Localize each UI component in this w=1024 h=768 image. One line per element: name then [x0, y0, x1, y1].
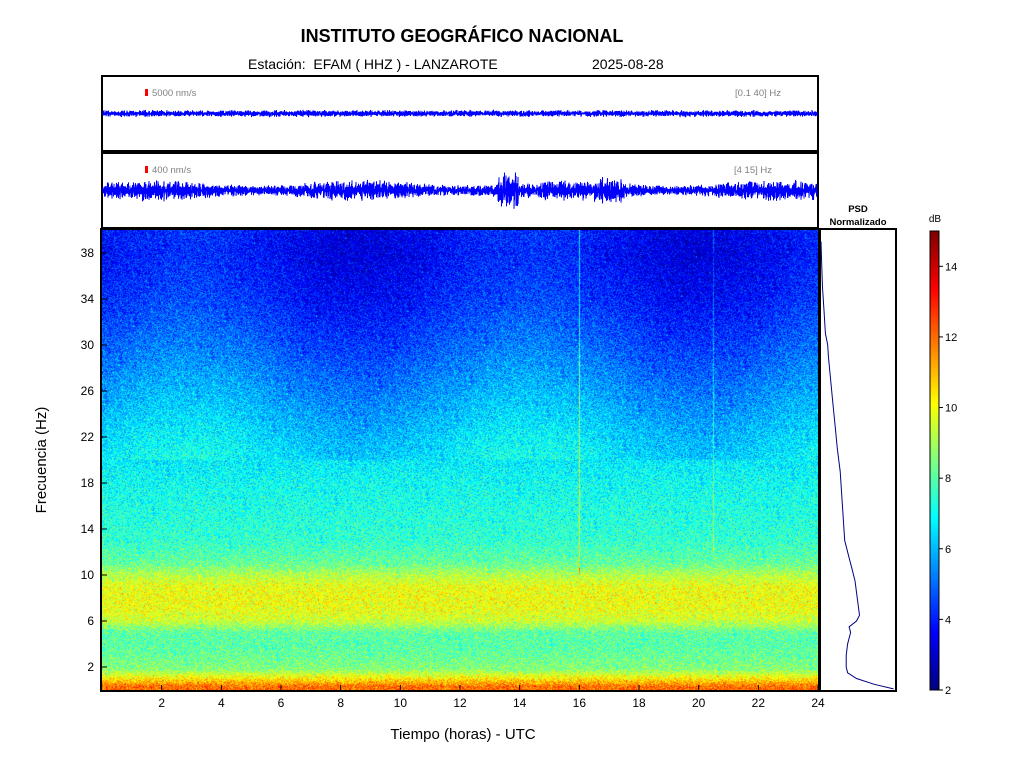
page-title: INSTITUTO GEOGRÁFICO NACIONAL — [300, 26, 624, 46]
y-tick-label: 34 — [81, 292, 95, 306]
y-tick-label: 22 — [81, 430, 95, 444]
x-tick-label: 8 — [337, 696, 344, 710]
waveform-trace-1 — [102, 109, 818, 118]
x-tick-label: 4 — [218, 696, 225, 710]
x-tick-label: 2 — [158, 696, 165, 710]
colorbar-tick-label: 4 — [945, 614, 951, 626]
waveform-trace-2 — [102, 172, 818, 209]
psd-panel: PSD Normalizado — [819, 204, 897, 692]
x-tick-label: 20 — [692, 696, 706, 710]
y-tick-label: 2 — [87, 660, 94, 674]
x-tick-label: 22 — [752, 696, 766, 710]
station-info: Estación: EFAM ( HHZ ) - LANZAROTE — [248, 56, 498, 72]
colorbar-tick-label: 2 — [945, 685, 951, 697]
colorbar-tick-label: 6 — [945, 544, 951, 556]
x-tick-label: 18 — [632, 696, 646, 710]
y-axis-label: Frecuencia (Hz) — [33, 407, 50, 514]
y-tick-label: 38 — [81, 246, 95, 260]
colorbar: dB 2 4 6 8 10 12 14 — [929, 214, 957, 697]
spectrogram-image — [102, 230, 818, 690]
scale-label-1: 5000 nm/s — [152, 88, 197, 99]
y-tick-label: 30 — [81, 338, 95, 352]
scale-label-2: 400 nm/s — [152, 165, 191, 176]
colorbar-tick-label: 10 — [945, 403, 957, 415]
psd-title-line-1: PSD — [848, 204, 868, 215]
psd-title-line-2: Normalizado — [829, 217, 886, 228]
colorbar-tick-label: 8 — [945, 473, 951, 485]
trace-panel-filtered: 400 nm/s [4 15] Hz — [101, 152, 819, 229]
spectrogram: 2 4 6 8 10 12 14 16 18 20 22 24 261014182226303438 … — [33, 228, 825, 743]
x-tick-label: 14 — [513, 696, 527, 710]
colorbar-label: dB — [929, 214, 942, 225]
colorbar-tick-label: 12 — [945, 332, 957, 344]
y-tick-label: 26 — [81, 384, 95, 398]
y-tick-label: 10 — [81, 568, 95, 582]
y-tick-label: 18 — [81, 476, 95, 490]
x-tick-label: 10 — [394, 696, 408, 710]
x-tick-label: 12 — [453, 696, 467, 710]
scale-marker-1 — [145, 89, 148, 96]
colorbar-frame — [929, 230, 940, 691]
colorbar-gradient — [930, 231, 939, 690]
y-tick-label: 14 — [81, 522, 95, 536]
x-tick-label: 6 — [278, 696, 285, 710]
band-label-2: [4 15] Hz — [734, 165, 772, 176]
colorbar-tick-label: 14 — [945, 261, 957, 273]
station-date: 2025-08-28 — [592, 56, 664, 72]
y-tick-label: 6 — [87, 614, 94, 628]
band-label-1: [0.1 40] Hz — [735, 88, 781, 99]
x-tick-label: 16 — [573, 696, 587, 710]
psd-frame — [819, 228, 897, 692]
scale-marker-2 — [145, 166, 148, 173]
x-axis-label: Tiempo (horas) - UTC — [390, 726, 535, 743]
psd-line — [820, 241, 894, 690]
x-tick-label: 24 — [811, 696, 825, 710]
colorbar-ticks: 2 4 6 8 10 12 14 — [939, 261, 957, 697]
trace-panel-broadband: 5000 nm/s [0.1 40] Hz — [101, 75, 819, 152]
x-axis-ticks: 2 4 6 8 10 12 14 16 18 20 22 24 — [158, 685, 825, 710]
